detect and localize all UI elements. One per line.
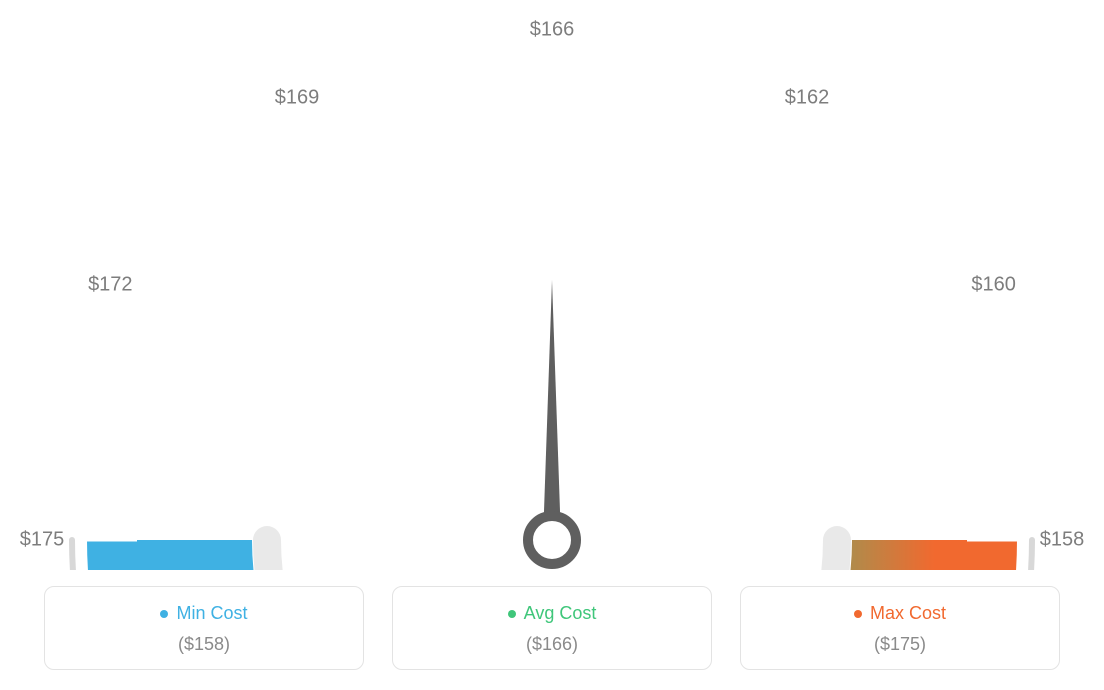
gauge-tick-label: $160 [971,274,1016,297]
gauge-tick-label: $169 [275,87,320,110]
legend-value-max: ($175) [751,634,1049,655]
gauge-tick-label: $158 [1040,529,1085,552]
dot-icon [508,610,516,618]
legend-title-avg: Avg Cost [524,603,597,624]
gauge-tick-label: $172 [88,274,133,297]
cost-gauge: $158 $160 $162 $166 $169 $172 $175 [0,0,1104,570]
legend-title-min: Min Cost [176,603,247,624]
gauge-tick-label: $162 [785,87,830,110]
legend-row: Min Cost ($158) Avg Cost ($166) Max Cost… [0,586,1104,670]
legend-title-max: Max Cost [870,603,946,624]
gauge-tick-label: $175 [20,529,65,552]
legend-card-avg: Avg Cost ($166) [392,586,712,670]
gauge-tick-label: $166 [530,19,575,42]
legend-card-max: Max Cost ($175) [740,586,1060,670]
legend-value-min: ($158) [55,634,353,655]
dot-icon [160,610,168,618]
legend-value-avg: ($166) [403,634,701,655]
dot-icon [854,610,862,618]
legend-card-min: Min Cost ($158) [44,586,364,670]
